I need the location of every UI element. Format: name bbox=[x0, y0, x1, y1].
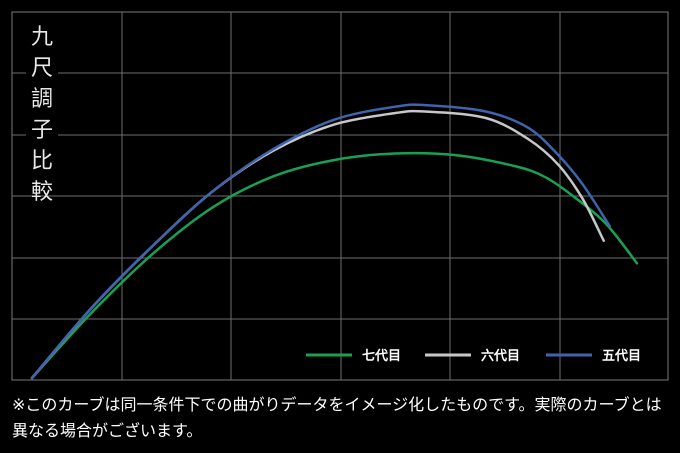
grid-lines bbox=[11, 11, 669, 381]
series-line-1 bbox=[30, 151, 639, 380]
legend-label-1: 七代目 bbox=[362, 348, 401, 364]
title-character: 九 bbox=[31, 25, 53, 50]
series-line-3 bbox=[30, 103, 612, 380]
legend: 七代目 六代目 五代目 bbox=[306, 348, 641, 364]
footnote: ※このカーブは同一条件下での曲がりデータをイメージ化したものです。実際のカーブと… bbox=[12, 395, 662, 440]
legend-label-2: 六代目 bbox=[481, 348, 520, 364]
title-character: 較 bbox=[31, 180, 53, 205]
title-character: 子 bbox=[31, 118, 53, 143]
title-backdrop bbox=[26, 20, 58, 188]
series-lines bbox=[30, 103, 639, 380]
legend-label-3: 五代目 bbox=[602, 348, 641, 364]
title-character: 尺 bbox=[31, 56, 53, 81]
title-character: 調 bbox=[31, 87, 53, 112]
title-character: 比 bbox=[31, 149, 53, 174]
